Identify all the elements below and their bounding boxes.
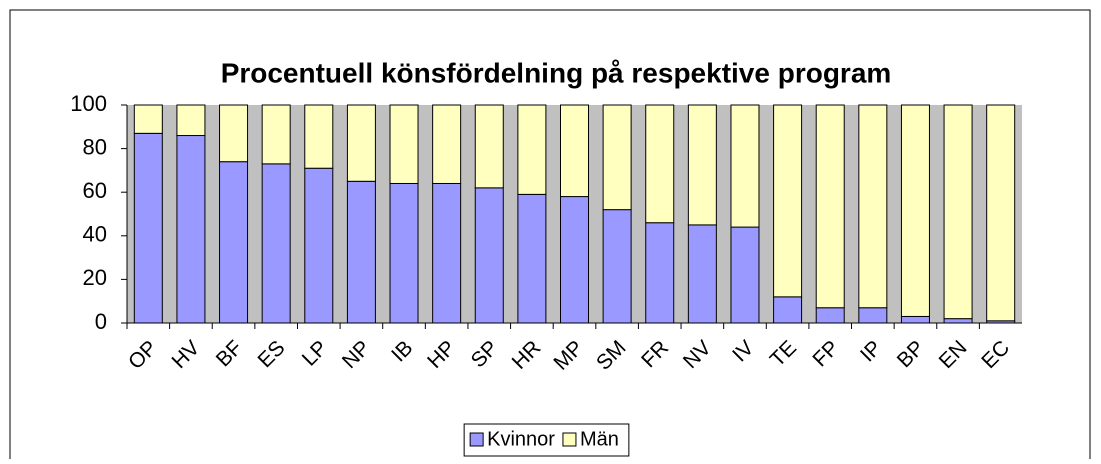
bar-segment <box>602 209 632 324</box>
bar-segment <box>432 182 462 324</box>
bar-segment <box>858 307 888 324</box>
legend: Kvinnor Män <box>463 423 630 457</box>
bar-segment <box>261 104 291 165</box>
bar-segment <box>645 222 675 324</box>
y-tick-label: 80 <box>83 134 107 159</box>
bar-segment <box>517 193 547 324</box>
legend-label: Män <box>580 428 619 450</box>
bar-segment <box>133 104 163 134</box>
bar-segment <box>474 104 504 189</box>
legend-swatch <box>469 432 484 447</box>
bar-segment <box>986 104 1016 322</box>
bar-segment <box>560 196 589 324</box>
legend-swatch <box>562 432 577 447</box>
bar-segment <box>304 104 334 169</box>
y-tick-label: 40 <box>83 222 107 247</box>
bar-segment <box>133 132 163 324</box>
bar-segment <box>346 180 376 324</box>
bar-segment <box>219 104 249 163</box>
bar-segment <box>645 104 675 224</box>
legend-label: Kvinnor <box>487 428 555 450</box>
y-tick-label: 60 <box>83 178 107 203</box>
bar-segment <box>517 104 547 195</box>
bar-segment <box>815 307 845 324</box>
bar-segment <box>560 104 589 198</box>
bar-segment <box>389 104 419 184</box>
bar-segment <box>304 167 334 324</box>
bar-segment <box>474 187 504 324</box>
bar-segment <box>687 104 717 226</box>
y-tick-label: 100 <box>70 91 107 116</box>
bar-segment <box>602 104 632 211</box>
bar-segment <box>176 104 206 137</box>
chart-title: Procentuell könsfördelning på respektive… <box>221 57 892 88</box>
bar-segment <box>389 182 419 324</box>
bar-segment <box>815 104 845 309</box>
bar-segment <box>858 104 888 309</box>
bar-segment <box>730 226 760 324</box>
bar-segment <box>432 104 462 184</box>
bar-segment <box>687 224 717 324</box>
bar-segment <box>773 296 803 324</box>
legend-box <box>463 423 630 457</box>
bar-segment <box>730 104 760 228</box>
y-tick-label: 0 <box>95 309 107 334</box>
bar-segment <box>773 104 803 298</box>
bar-segment <box>943 318 973 324</box>
bar-segment <box>346 104 376 182</box>
bar-segment <box>176 135 206 324</box>
bar-segment <box>900 315 930 324</box>
bar-segment <box>943 104 973 320</box>
bar-segment <box>900 104 930 317</box>
bar-segment <box>261 163 291 324</box>
y-tick-label: 20 <box>83 265 107 290</box>
bar-segment <box>219 161 249 324</box>
